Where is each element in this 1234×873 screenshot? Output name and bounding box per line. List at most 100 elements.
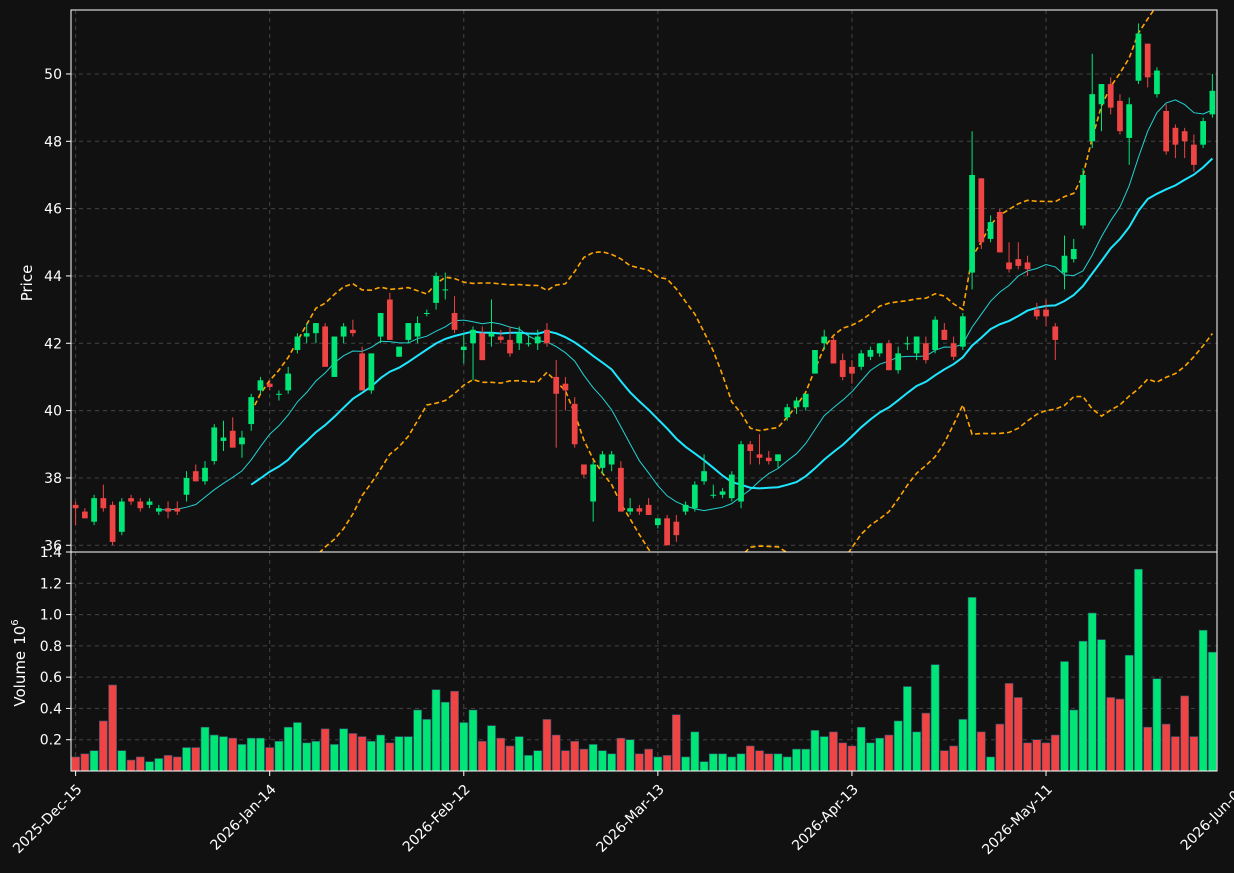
candle-body (285, 373, 292, 391)
candle-body (1070, 249, 1077, 260)
volume-bar (422, 719, 432, 771)
candle-body (645, 504, 652, 515)
candle-body (433, 275, 439, 303)
volume-bar (524, 755, 533, 771)
volume-bar (625, 739, 635, 771)
volume-bar (1115, 698, 1125, 771)
candle-body (239, 437, 245, 445)
volume-bar (838, 742, 848, 771)
candle-body (932, 319, 938, 351)
volume-bar (1087, 612, 1097, 771)
volume-axis-label-name: Volume (11, 651, 29, 707)
candle-body (1061, 255, 1068, 273)
volume-bar (293, 722, 302, 771)
volume-bar (570, 740, 580, 771)
volume-bar (829, 731, 838, 771)
volume-bar (792, 748, 801, 771)
candle-body (1144, 43, 1151, 78)
volume-bar (89, 750, 99, 771)
volume-bar (718, 753, 727, 771)
candle-body (202, 467, 208, 482)
volume-bar (1161, 723, 1171, 771)
candle-body (497, 336, 504, 340)
candle-body (673, 521, 680, 536)
volume-bar (71, 756, 80, 771)
volume-bar (496, 737, 506, 771)
candle-body (618, 467, 624, 512)
candle-body (479, 333, 486, 361)
price-tick-label: 44 (44, 269, 62, 285)
candle-body (978, 178, 985, 243)
candle-body (118, 501, 125, 532)
volume-bar (1124, 654, 1134, 771)
volume-bar (1143, 726, 1153, 771)
volume-bar (579, 748, 589, 771)
volume-bar (1208, 651, 1217, 771)
candle-body (359, 353, 365, 391)
price-tick-label: 46 (44, 202, 62, 218)
candle-body (802, 393, 809, 408)
volume-bar (986, 756, 995, 771)
candle-body (386, 299, 393, 340)
price-tick-label: 36 (44, 538, 62, 554)
volume-bar (1050, 734, 1060, 771)
price-tick-label: 40 (44, 404, 62, 420)
volume-bar (875, 737, 884, 771)
candle-body (812, 350, 818, 374)
candle-body (340, 326, 347, 337)
candle-body (303, 333, 310, 337)
candle-body (1117, 100, 1123, 132)
volume-bar (311, 740, 321, 771)
volume-bar (542, 719, 552, 771)
volume-bar (598, 750, 607, 771)
volume-bar (856, 726, 866, 771)
volume-bar (588, 744, 598, 771)
volume-bar (413, 709, 422, 771)
candle-body (839, 360, 846, 377)
volume-bar (108, 684, 117, 771)
volume-bar (99, 720, 108, 771)
volume-bar (995, 723, 1005, 771)
candle-body (451, 312, 458, 330)
volume-bar (819, 736, 829, 771)
candle-body (1172, 127, 1179, 145)
candle-body (1126, 104, 1133, 138)
volume-bar (1032, 739, 1042, 771)
candle-body (488, 333, 495, 337)
volume-tick-label: 0.8 (40, 639, 62, 655)
volume-bar (930, 664, 940, 771)
candle-body (442, 289, 449, 291)
volume-bar (1013, 697, 1023, 771)
candle-body (608, 454, 615, 465)
volume-bar (1041, 742, 1051, 771)
volume-axis-label-exp: 10 (11, 626, 29, 645)
volume-bar (1180, 695, 1189, 771)
candle-body (987, 222, 994, 239)
candle-body (1163, 110, 1170, 152)
volume-bar (801, 748, 811, 771)
volume-bar (1106, 697, 1116, 771)
volume-bar (394, 736, 404, 771)
candle-body (941, 329, 948, 340)
volume-bar (320, 728, 330, 771)
volume-bar (672, 714, 681, 771)
candle-body (1052, 326, 1059, 340)
volume-bar (450, 690, 459, 771)
candle-body (146, 501, 153, 505)
volume-bar (246, 737, 256, 771)
volume-bar (662, 755, 672, 771)
candle-body (849, 366, 855, 374)
candle-body (969, 174, 975, 273)
volume-bar (256, 737, 265, 771)
candle-body (1181, 131, 1188, 142)
candle-body (276, 393, 282, 395)
candle-body (368, 353, 375, 391)
volume-bar (561, 750, 570, 771)
candle-body (1033, 309, 1040, 317)
volume-bar (1171, 736, 1180, 771)
candle-body (1107, 84, 1114, 108)
candle-body (183, 477, 190, 495)
candle-body (858, 353, 865, 367)
volume-bar (357, 736, 367, 771)
volume-bar (126, 759, 136, 771)
